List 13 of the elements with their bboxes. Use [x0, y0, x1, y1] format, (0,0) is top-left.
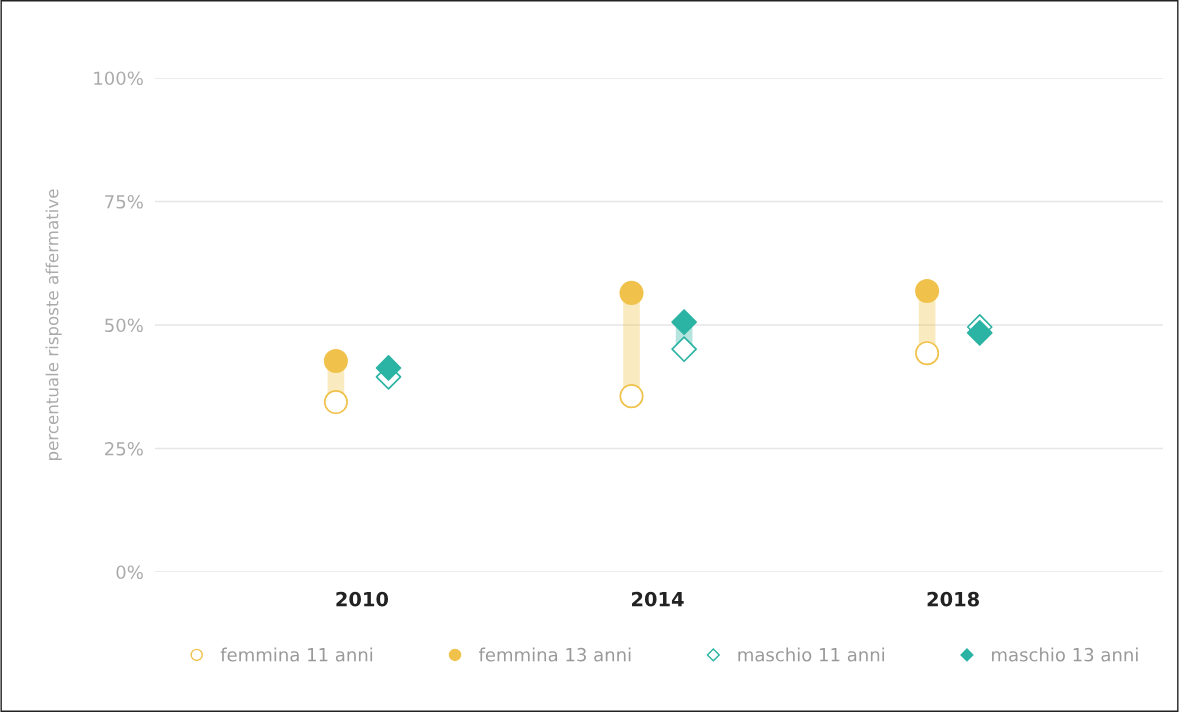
- legend-label: maschio 13 anni: [992, 647, 1138, 662]
- y-tick-label: 50%: [105, 318, 143, 333]
- y-tick-label: 75%: [105, 194, 143, 209]
- legend-label: maschio 11 anni: [738, 647, 885, 662]
- legend-label: femmina 13 anni: [478, 647, 631, 662]
- y-tick-label: 25%: [105, 441, 143, 456]
- y-tick-label: 0%: [116, 565, 143, 580]
- x-tick-label: 2010: [336, 591, 389, 607]
- x-tick-label: 2014: [632, 591, 684, 607]
- legend-label: femmina 11 anni: [220, 647, 373, 662]
- x-tick-label: 2018: [927, 591, 979, 607]
- y-axis-title: percentuale risposte affermative: [45, 189, 62, 460]
- y-tick-label: 100%: [94, 71, 143, 86]
